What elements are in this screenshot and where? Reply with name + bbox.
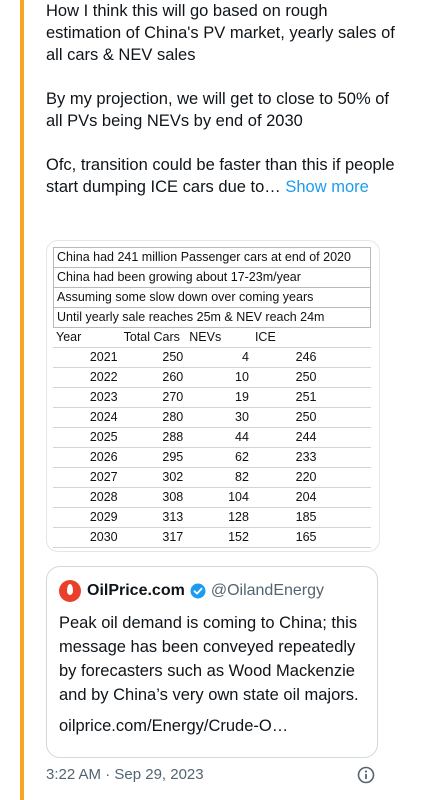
cell-year: 2021 xyxy=(53,347,121,368)
cell-empty xyxy=(319,447,371,468)
cell-empty xyxy=(319,527,371,548)
cell-total-cars: 317 xyxy=(120,527,187,548)
quoted-tweet-header: OilPrice.com @OilandEnergy xyxy=(59,579,324,603)
cell-year: 2024 xyxy=(53,407,121,428)
cell-ice: 246 xyxy=(251,347,320,368)
quoted-author-handle: @OilandEnergy xyxy=(210,582,325,599)
cell-nevs: 152 xyxy=(186,527,252,548)
show-more-link[interactable]: Show more xyxy=(285,178,369,196)
cell-empty xyxy=(319,387,371,408)
tweet-text: How I think this will go based on rough … xyxy=(46,0,406,198)
projection-table: Year Total Cars NEVs ICE 2021 250 4 246 2022… xyxy=(53,328,371,548)
cell-ice: 220 xyxy=(251,467,320,488)
sheet-note: China had 241 million Passenger cars at … xyxy=(53,247,371,268)
quoted-author-name: OilPrice.com xyxy=(87,582,185,599)
cell-nevs: 82 xyxy=(186,467,252,488)
cell-ice: 204 xyxy=(251,487,320,508)
cell-empty xyxy=(319,467,371,488)
cell-total-cars: 250 xyxy=(120,347,187,368)
table-row: 2026 295 62 233 xyxy=(53,447,371,468)
cell-year: 2022 xyxy=(53,367,121,388)
cell-year: 2027 xyxy=(53,467,121,488)
tweet-paragraph-3: Ofc, transition could be faster than thi… xyxy=(46,154,406,198)
cell-year: 2026 xyxy=(53,447,121,468)
spreadsheet-image[interactable]: China had 241 million Passenger cars at … xyxy=(46,240,380,552)
col-header-nevs: NEVs xyxy=(186,328,252,348)
cell-nevs: 4 xyxy=(186,347,252,368)
cell-nevs: 128 xyxy=(186,507,252,528)
cell-nevs: 62 xyxy=(186,447,252,468)
quoted-tweet-link[interactable]: oilprice.com/Energy/Crude-O… xyxy=(59,717,289,735)
table-row: 2028 308 104 204 xyxy=(53,487,371,508)
sheet-notes: China had 241 million Passenger cars at … xyxy=(53,247,371,328)
cell-total-cars: 302 xyxy=(120,467,187,488)
spacer xyxy=(46,66,406,88)
table-row: 2029 313 128 185 xyxy=(53,507,371,528)
table-row: 2023 270 19 251 xyxy=(53,387,371,408)
cell-nevs: 104 xyxy=(186,487,252,508)
col-header-ice: ICE xyxy=(251,328,320,348)
cell-total-cars: 295 xyxy=(120,447,187,468)
tweet-timestamp[interactable]: 3:22 AM · Sep 29, 2023 xyxy=(46,766,204,783)
table-row: 2027 302 82 220 xyxy=(53,467,371,488)
cell-ice: 244 xyxy=(251,427,320,448)
col-empty xyxy=(319,328,371,348)
cell-empty xyxy=(319,407,371,428)
cell-ice: 233 xyxy=(251,447,320,468)
table-row: 2024 280 30 250 xyxy=(53,407,371,428)
col-header-year: Year xyxy=(53,328,121,348)
verified-badge-icon xyxy=(190,583,206,599)
table-row: 2021 250 4 246 xyxy=(53,347,371,368)
cell-total-cars: 260 xyxy=(120,367,187,388)
table-header-row: Year Total Cars NEVs ICE xyxy=(53,328,371,348)
cell-empty xyxy=(319,367,371,388)
cell-nevs: 30 xyxy=(186,407,252,428)
info-icon[interactable] xyxy=(357,766,375,784)
cell-year: 2025 xyxy=(53,427,121,448)
cell-empty xyxy=(319,507,371,528)
quoted-tweet-body: Peak oil demand is coming to China; this… xyxy=(59,614,359,704)
table-row: 2030 317 152 165 xyxy=(53,527,371,548)
cell-empty xyxy=(319,427,371,448)
cell-total-cars: 270 xyxy=(120,387,187,408)
cell-nevs: 10 xyxy=(186,367,252,388)
tweet-paragraph-1: How I think this will go based on rough … xyxy=(46,2,395,64)
cell-total-cars: 288 xyxy=(120,427,187,448)
table-row: 2025 288 44 244 xyxy=(53,427,371,448)
cell-total-cars: 313 xyxy=(120,507,187,528)
cell-year: 2028 xyxy=(53,487,121,508)
cell-ice: 250 xyxy=(251,367,320,388)
cell-nevs: 44 xyxy=(186,427,252,448)
sheet-note: China had been growing about 17-23m/year xyxy=(53,268,371,288)
cell-total-cars: 280 xyxy=(120,407,187,428)
oilprice-logo-icon xyxy=(59,580,81,602)
table-body: 2021 250 4 246 2022 260 10 250 2023 270 19 251 2024 2… xyxy=(53,347,371,548)
cell-nevs: 19 xyxy=(186,387,252,408)
sheet-note: Assuming some slow down over coming year… xyxy=(53,288,371,308)
cell-empty xyxy=(319,347,371,368)
quoted-tweet[interactable]: OilPrice.com @OilandEnergy Peak oil dema… xyxy=(46,566,378,758)
cell-year: 2029 xyxy=(53,507,121,528)
cell-total-cars: 308 xyxy=(120,487,187,508)
cell-year: 2023 xyxy=(53,387,121,408)
cell-year: 2030 xyxy=(53,527,121,548)
col-header-total: Total Cars xyxy=(120,328,187,348)
tweet-paragraph-3-text: Ofc, transition could be faster than thi… xyxy=(46,156,395,196)
thread-line xyxy=(20,0,24,800)
cell-ice: 250 xyxy=(251,407,320,428)
tweet-paragraph-2: By my projection, we will get to close t… xyxy=(46,90,389,130)
sheet-note: Until yearly sale reaches 25m & NEV reac… xyxy=(53,308,371,328)
cell-ice: 165 xyxy=(251,527,320,548)
spacer xyxy=(46,132,406,154)
table-row: 2022 260 10 250 xyxy=(53,367,371,388)
cell-ice: 185 xyxy=(251,507,320,528)
cell-empty xyxy=(319,487,371,508)
cell-ice: 251 xyxy=(251,387,320,408)
